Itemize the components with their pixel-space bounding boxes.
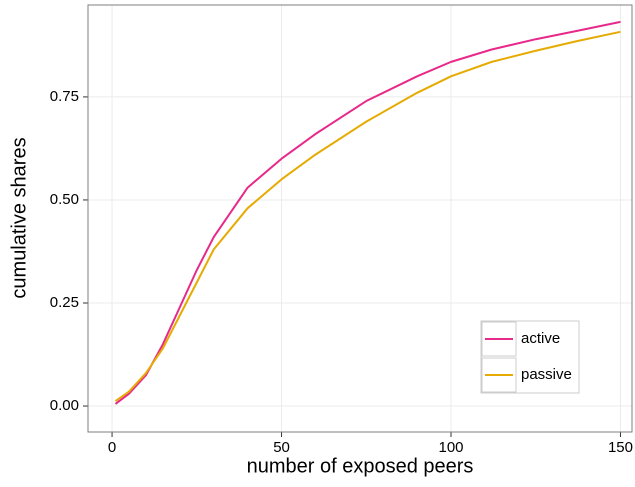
y-tick-label: 0.50 [50, 191, 79, 208]
series-line [114, 20, 621, 405]
legend-label: active [521, 330, 560, 347]
x-axis-label: number of exposed peers [247, 455, 474, 477]
series-line [114, 30, 621, 402]
legend: active passive [480, 320, 580, 394]
x-tick-label: 150 [608, 439, 633, 456]
y-axis-label: cumulative shares [8, 137, 30, 298]
x-tick-label: 0 [108, 439, 116, 456]
legend-label: passive [521, 366, 572, 383]
y-tick-label: 0.00 [50, 397, 79, 414]
y-tick-label: 0.25 [50, 294, 79, 311]
x-tick-label: 100 [438, 439, 463, 456]
x-tick-label: 50 [273, 439, 290, 456]
panel-border [87, 4, 633, 433]
y-tick-label: 0.75 [50, 88, 79, 105]
